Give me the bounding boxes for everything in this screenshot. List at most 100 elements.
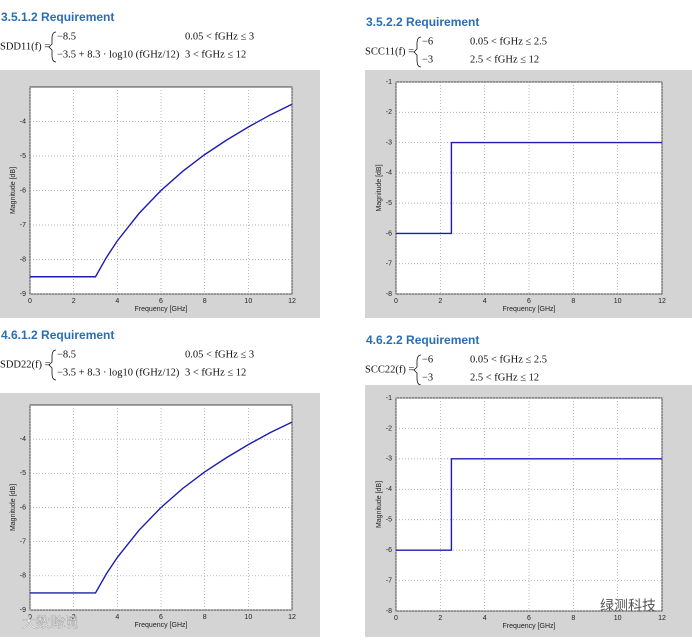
- x-axis-label: Frequency [GHz]: [503, 306, 556, 313]
- formula-expression: −3.5 + 8.3 · log10 (fGHz/12): [57, 49, 180, 60]
- y-tick-label: -5: [20, 153, 26, 160]
- y-tick-label: -4: [386, 170, 392, 177]
- y-tick-label: -4: [20, 118, 26, 125]
- x-tick-label: 2: [72, 298, 76, 305]
- watermark: 大数跨境: [22, 615, 78, 631]
- brace: [48, 349, 57, 381]
- formula-expression: −8.5: [57, 349, 76, 360]
- series-line: [396, 458, 662, 551]
- x-tick-label: 10: [244, 298, 252, 305]
- y-axis-label: Magnitude [dB]: [10, 484, 17, 531]
- y-tick-label: -4: [386, 486, 392, 493]
- plot-area: [395, 397, 663, 612]
- formula-expression: −6: [422, 354, 433, 365]
- formula-condition: 3 < fGHz ≤ 12: [185, 49, 246, 60]
- formula-expression: −3: [422, 54, 433, 65]
- y-tick-label: -5: [386, 200, 392, 207]
- formula-condition: 0.05 < fGHz ≤ 2.5: [470, 354, 547, 365]
- formula-condition: 0.05 < fGHz ≤ 3: [185, 349, 254, 360]
- y-tick-label: -8: [20, 256, 26, 263]
- series-line: [30, 103, 293, 278]
- y-tick-label: -9: [20, 291, 26, 298]
- formula-lhs: SCC11(f) =: [365, 46, 414, 57]
- y-axis-label: Magnitude [dB]: [10, 167, 17, 214]
- section-heading: 4.6.2.2 Requirement: [366, 333, 479, 347]
- series-line: [30, 421, 293, 594]
- x-axis-label: Frequency [GHz]: [503, 623, 556, 630]
- x-tick-label: 0: [394, 615, 398, 622]
- x-tick-label: 4: [115, 298, 119, 305]
- y-tick-label: -5: [386, 517, 392, 524]
- y-tick-label: -5: [20, 470, 26, 477]
- y-tick-label: -3: [386, 139, 392, 146]
- formula-lhs: SDD11(f) =: [0, 41, 50, 52]
- x-tick-label: 0: [28, 614, 32, 621]
- y-tick-label: -6: [20, 187, 26, 194]
- y-tick-label: -1: [386, 79, 392, 86]
- series-line: [396, 141, 662, 235]
- x-tick-label: 8: [571, 298, 575, 305]
- y-tick-label: -8: [386, 608, 392, 615]
- y-tick-label: -2: [386, 109, 392, 116]
- x-tick-label: 4: [483, 615, 487, 622]
- x-axis-label: Frequency [GHz]: [135, 622, 188, 629]
- watermark: 绿测科技: [600, 598, 656, 614]
- formula-condition: 0.05 < fGHz ≤ 2.5: [470, 36, 547, 47]
- y-tick-label: -8: [20, 573, 26, 580]
- x-tick-label: 8: [203, 614, 207, 621]
- x-tick-label: 6: [527, 615, 531, 622]
- y-tick-label: -7: [386, 577, 392, 584]
- brace: [413, 36, 422, 68]
- formula-lhs: SCC22(f) =: [365, 364, 414, 375]
- brace: [413, 354, 422, 386]
- formula-expression: −6: [422, 36, 433, 47]
- section-heading: 3.5.2.2 Requirement: [366, 15, 479, 29]
- x-tick-label: 4: [115, 614, 119, 621]
- x-tick-label: 12: [288, 298, 296, 305]
- x-tick-label: 6: [159, 614, 163, 621]
- x-tick-label: 10: [244, 614, 252, 621]
- x-tick-label: 6: [527, 298, 531, 305]
- formula-expression: −3.5 + 8.3 · log10 (fGHz/12): [57, 367, 180, 378]
- y-tick-label: -6: [20, 504, 26, 511]
- formula-expression: −8.5: [57, 31, 76, 42]
- formula-condition: 3 < fGHz ≤ 12: [185, 367, 246, 378]
- y-tick-label: -3: [386, 456, 392, 463]
- x-tick-label: 2: [438, 298, 442, 305]
- formula-condition: 2.5 < fGHz ≤ 12: [470, 372, 539, 383]
- x-tick-label: 12: [288, 614, 296, 621]
- x-tick-label: 12: [658, 298, 666, 305]
- y-tick-label: -7: [20, 539, 26, 546]
- x-axis-label: Frequency [GHz]: [135, 306, 188, 313]
- formula-lhs: SDD22(f) =: [0, 359, 51, 370]
- section-heading: 4.6.1.2 Requirement: [1, 328, 114, 342]
- formula-condition: 2.5 < fGHz ≤ 12: [470, 54, 539, 65]
- y-tick-label: -2: [386, 425, 392, 432]
- x-tick-label: 8: [203, 298, 207, 305]
- x-tick-label: 6: [159, 298, 163, 305]
- formula-condition: 0.05 < fGHz ≤ 3: [185, 31, 254, 42]
- y-tick-label: -7: [20, 222, 26, 229]
- y-tick-label: -9: [20, 607, 26, 614]
- x-tick-label: 2: [72, 614, 76, 621]
- x-tick-label: 10: [614, 615, 622, 622]
- y-tick-label: -4: [20, 436, 26, 443]
- x-tick-label: 8: [571, 615, 575, 622]
- y-tick-label: -1: [386, 395, 392, 402]
- section-heading: 3.5.1.2 Requirement: [1, 10, 114, 24]
- y-tick-label: -8: [386, 291, 392, 298]
- y-tick-label: -6: [386, 547, 392, 554]
- brace: [48, 31, 57, 63]
- y-tick-label: -6: [386, 230, 392, 237]
- x-tick-label: 12: [658, 615, 666, 622]
- x-tick-label: 2: [438, 615, 442, 622]
- x-tick-label: 0: [394, 298, 398, 305]
- y-axis-label: Magnitude [dB]: [376, 481, 383, 528]
- y-tick-label: -7: [386, 261, 392, 268]
- y-axis-label: Magnitude [dB]: [376, 164, 383, 211]
- x-tick-label: 4: [483, 298, 487, 305]
- x-tick-label: 10: [614, 298, 622, 305]
- formula-expression: −3: [422, 372, 433, 383]
